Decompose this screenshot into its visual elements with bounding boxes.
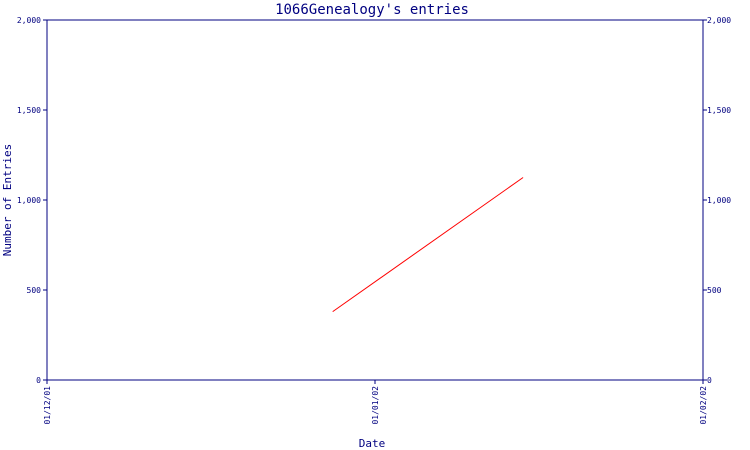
y-tick-label-right: 0	[707, 376, 712, 385]
series-line	[332, 177, 524, 313]
y-tick-label-left: 0	[36, 376, 41, 385]
y-tick-label-right: 500	[707, 286, 722, 295]
y-ticks-left: 0 500 1,000 1,500 2,000	[17, 16, 47, 385]
x-ticks: 01/12/01 01/01/02 01/02/02	[43, 380, 708, 425]
y-tick-label-left: 2,000	[17, 16, 41, 25]
x-tick-label: 01/12/01	[43, 386, 52, 425]
plot-frame	[46, 19, 704, 381]
x-tick-label: 01/01/02	[371, 386, 380, 425]
x-tick-label: 01/02/02	[699, 386, 708, 425]
y-tick-label-left: 1,500	[17, 106, 41, 115]
y-axis-label: Number of Entries	[1, 144, 14, 257]
y-ticks-right: 0 500 1,000 1,500 2,000	[703, 16, 731, 385]
y-tick-label-left: 1,000	[17, 196, 41, 205]
series-layer	[332, 177, 524, 313]
axes	[46, 19, 704, 381]
y-tick-label-right: 1,500	[707, 106, 731, 115]
x-axis-label: Date	[359, 437, 386, 450]
chart-title: 1066Genealogy's entries	[275, 2, 469, 18]
y-tick-label-left: 500	[27, 286, 42, 295]
y-tick-label-right: 1,000	[707, 196, 731, 205]
y-tick-label-right: 2,000	[707, 16, 731, 25]
